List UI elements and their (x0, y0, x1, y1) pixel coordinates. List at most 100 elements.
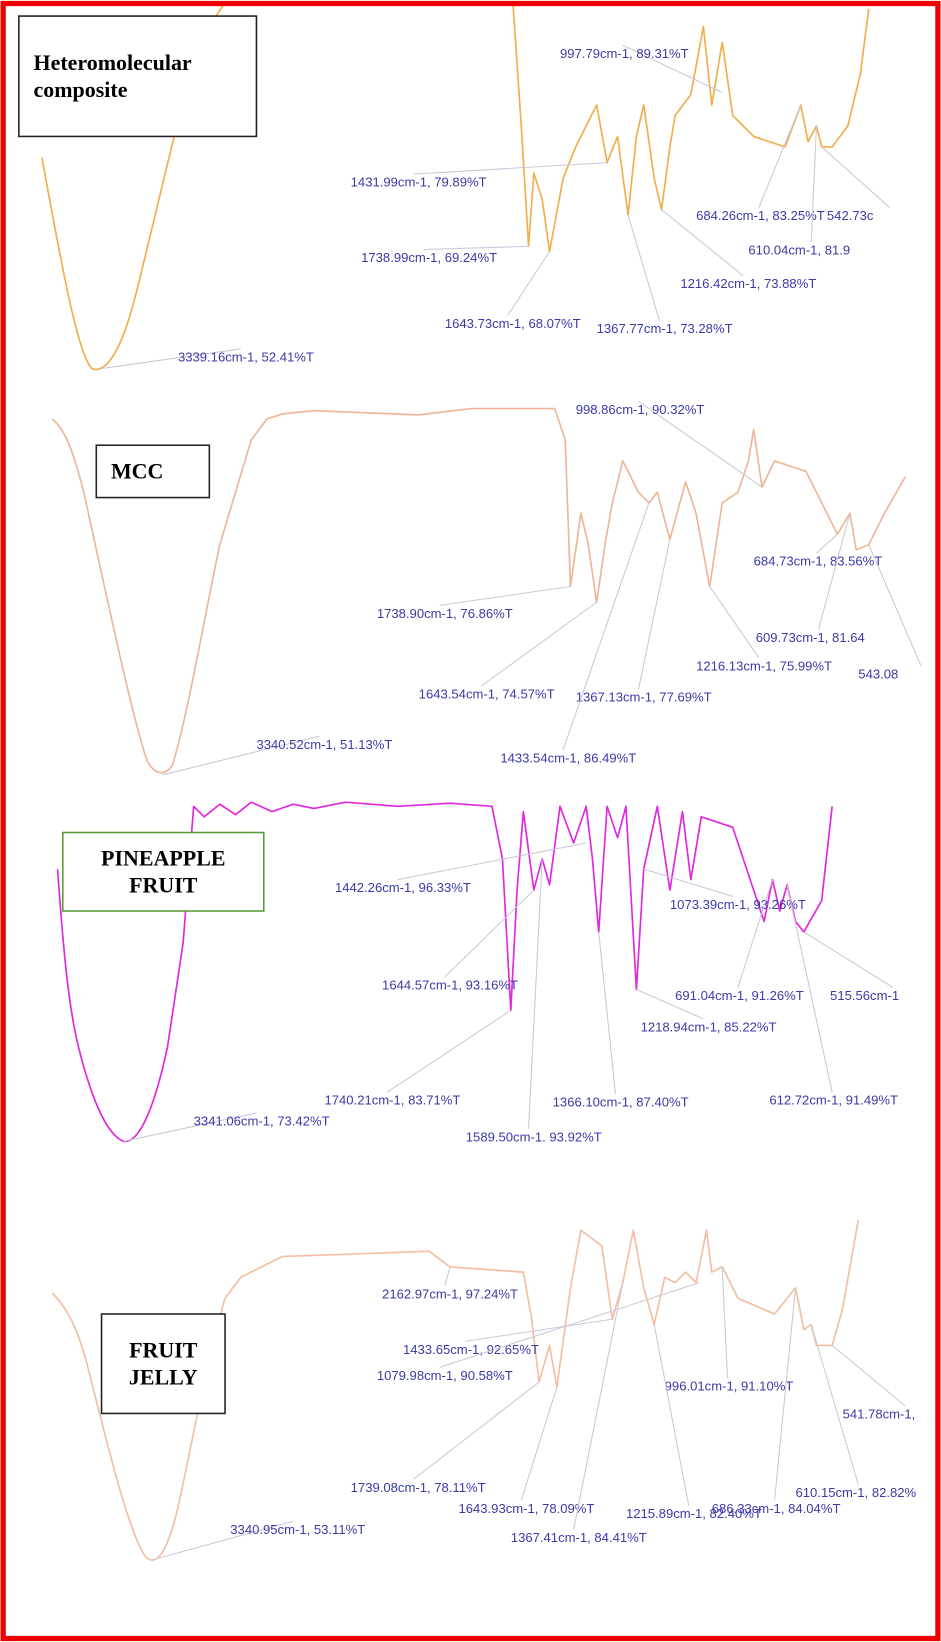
sample-label: FRUIT (129, 1337, 198, 1362)
leader-line (622, 44, 723, 93)
leader-line (444, 1266, 451, 1286)
peak-annotation: 1433.54cm-1, 86.49%T (500, 750, 636, 765)
leader-line (386, 1010, 512, 1093)
leader-line (520, 1387, 558, 1501)
leader-line (598, 931, 616, 1095)
peak-annotation: 1738.90cm-1, 76.86%T (377, 606, 513, 621)
leader-line (737, 879, 773, 988)
peak-annotation: 996.01cm-1, 91.10%T (665, 1378, 794, 1393)
leader-line (821, 146, 891, 209)
leader-line (786, 884, 833, 1093)
peak-annotation: 1643.54cm-1, 74.57%T (419, 687, 555, 702)
leader-line (528, 858, 543, 1129)
peak-annotation: 1433.65cm-1, 92.65%T (403, 1342, 539, 1357)
peak-annotation: 691.04cm-1, 91.26%T (675, 988, 804, 1003)
peak-annotation: 998.86cm-1, 90.32%T (576, 402, 705, 417)
leader-line (439, 586, 571, 606)
peak-annotation: 2162.97cm-1, 97.24%T (382, 1286, 518, 1301)
peak-annotation: 1740.21cm-1, 83.71%T (324, 1093, 460, 1108)
peak-annotation: 1643.73cm-1, 68.07%T (445, 316, 581, 331)
leader-line (636, 989, 704, 1020)
peak-annotation: 1218.94cm-1, 85.22%T (641, 1019, 777, 1034)
peak-annotation: 1366.10cm-1, 87.40%T (553, 1095, 689, 1110)
peak-annotation: 541.78cm-1, (843, 1407, 916, 1422)
leader-line (818, 513, 851, 630)
sample-label: Heteromolecular (33, 50, 191, 75)
peak-annotation: 1644.57cm-1, 93.16%T (382, 978, 518, 993)
leader-line (803, 931, 894, 988)
peak-annotation: 610.04cm-1, 81.9 (748, 243, 850, 258)
leader-line (758, 104, 802, 208)
peak-annotation: 515.56cm-1 (830, 988, 899, 1003)
peak-annotation: 1216.13cm-1, 75.99%T (696, 658, 832, 673)
leader-line (439, 1282, 700, 1368)
peak-annotation: 610.15cm-1, 82.82% (796, 1485, 917, 1500)
leader-line (413, 162, 608, 175)
peak-annotation: 3341.06cm-1, 73.42%T (194, 1114, 330, 1129)
peak-annotation: 1431.99cm-1, 79.89%T (351, 175, 487, 190)
leader-line (774, 1287, 797, 1501)
leader-line (99, 348, 241, 370)
peak-annotation: 3340.52cm-1, 51.13%T (256, 737, 392, 752)
leader-line (709, 586, 760, 659)
leader-line (151, 1520, 294, 1561)
leader-line (444, 889, 535, 978)
sample-label: MCC (111, 459, 163, 484)
spectrum-curve (51, 1219, 860, 1561)
leader-line (562, 502, 650, 750)
peak-annotation: 543.08 (858, 667, 898, 682)
peak-annotation: 997.79cm-1, 89.31%T (560, 46, 689, 61)
leader-line (507, 251, 550, 316)
peak-annotation: 609.73cm-1, 81.64 (756, 630, 865, 645)
sample-label: JELLY (129, 1365, 198, 1390)
peak-annotation: 1738.99cm-1, 69.24%T (361, 250, 497, 265)
peak-annotation: 1643.93cm-1, 78.09%T (458, 1501, 594, 1516)
label-box (100, 1313, 226, 1415)
peak-annotation: 1589.50cm-1. 93.92%T (466, 1129, 602, 1144)
leader-line (413, 1381, 540, 1480)
leader-line (643, 868, 733, 897)
sample-label: FRUIT (129, 873, 198, 898)
peak-annotation: 686.33cm-1, 84.04%T (712, 1501, 841, 1516)
peak-annotation: 684.73cm-1, 83.56%T (754, 554, 883, 569)
peak-annotation: 612.72cm-1, 91.49%T (769, 1093, 898, 1108)
leader-line (573, 1282, 624, 1530)
peak-annotation: 1215.89cm-1, 82.40%T (626, 1506, 762, 1521)
peak-annotation: 3339.16cm-1, 52.41%T (178, 349, 314, 364)
peak-annotation: 3340.95cm-1, 53.11%T (230, 1522, 365, 1537)
leader-line (397, 842, 587, 881)
leader-line (868, 544, 922, 667)
leader-line (653, 1324, 690, 1506)
label-box (62, 831, 265, 912)
spectrum-curve (51, 407, 907, 774)
label-box (18, 15, 258, 138)
peak-annotation: 1216.42cm-1, 73.88%T (680, 276, 816, 291)
leader-line (810, 1324, 859, 1485)
leader-line (627, 214, 660, 321)
leader-line (162, 735, 320, 776)
leader-line (721, 1266, 728, 1378)
sample-label: composite (33, 77, 127, 102)
sample-label: PINEAPPLE (101, 845, 226, 870)
leader-line (481, 601, 597, 687)
peak-annotation: 1367.13cm-1, 77.69%T (576, 690, 712, 705)
peak-annotation: 1079.98cm-1, 90.58%T (377, 1368, 513, 1383)
leader-line (638, 400, 763, 488)
peak-annotation: 684.26cm-1, 83.25%T (696, 208, 825, 223)
peak-annotation: 1073.39cm-1, 93.26%T (670, 897, 806, 912)
peak-annotation: 542.73c (827, 208, 874, 223)
leader-line (810, 125, 817, 243)
label-box (95, 444, 211, 499)
peak-annotation: 1367.77cm-1, 73.28%T (597, 321, 733, 336)
peak-annotation: 1739.08cm-1, 78.11%T (351, 1480, 486, 1495)
leader-line (465, 1318, 613, 1342)
leader-line (123, 1112, 257, 1142)
peak-annotation: 1367.41cm-1, 84.41%T (511, 1530, 647, 1545)
leader-line (816, 533, 838, 554)
leader-line (831, 1345, 906, 1407)
leader-line (661, 209, 744, 277)
leader-line (423, 245, 529, 251)
spectrum-curve (56, 801, 833, 1143)
